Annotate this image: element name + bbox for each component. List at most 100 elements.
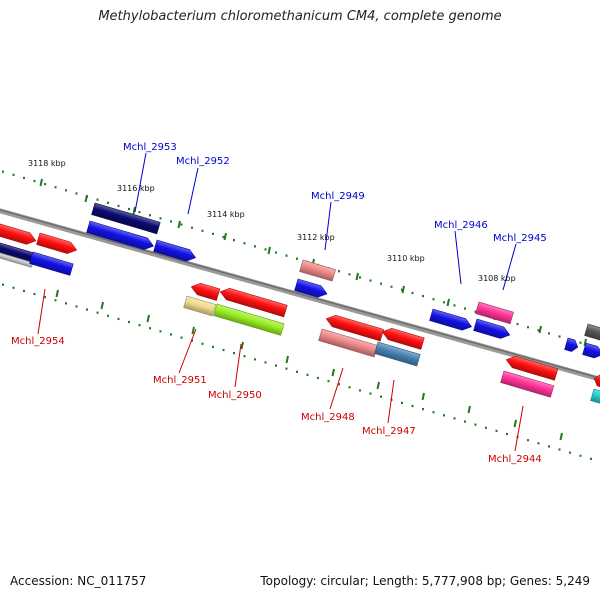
unlabeled-gene [593, 374, 600, 389]
gene-shape [593, 374, 600, 389]
gene-shape [500, 370, 555, 398]
lower-dotted-scale [96, 311, 99, 314]
gene-shape [473, 318, 511, 339]
label-leader-line [234, 343, 242, 388]
gene-mchl-2953 [91, 202, 161, 235]
gene-shape [86, 220, 154, 250]
gene-mchl-2948 [318, 328, 378, 358]
gene-label: Mchl_2948 [301, 412, 355, 423]
upper-dotted-scale [527, 326, 529, 329]
gene-label: Mchl_2950 [208, 390, 262, 401]
gene-label: Mchl_2954 [11, 336, 65, 347]
upper-dotted-scale [75, 192, 78, 195]
upper-dotted-scale [107, 201, 109, 204]
gene-mchl-2950 [213, 303, 285, 336]
upper-dotted-scale [369, 279, 372, 282]
gene-shape [36, 232, 78, 254]
unlabeled-gene [190, 282, 221, 301]
upper-dotted-scale [474, 310, 477, 313]
lower-dotted-scale [579, 454, 582, 457]
upper-dotted-scale [275, 251, 277, 254]
gene-mchl-2951 [183, 295, 217, 317]
upper-dotted-scale [54, 186, 57, 189]
upper-dotted-scale [44, 183, 46, 186]
gene-shape [318, 328, 378, 358]
lower-dotted-scale [180, 336, 183, 339]
major-tick [467, 405, 471, 414]
upper-dotted-scale [464, 307, 466, 310]
coordinate-label: 3114 kbp [207, 210, 245, 219]
lower-dotted-scale [422, 408, 424, 411]
upper-dotted-scale [579, 341, 582, 344]
upper-dotted-scale [159, 217, 162, 220]
gene-mchl-2952-a [86, 220, 154, 250]
lower-dotted-scale [464, 420, 466, 423]
major-tick [267, 246, 271, 255]
gene-shape [29, 251, 74, 276]
major-tick [285, 355, 289, 364]
unlabeled-gene [36, 232, 78, 254]
lower-dotted-scale [2, 283, 4, 286]
upper-dotted-scale [411, 291, 414, 295]
major-tick [39, 178, 43, 187]
gene-shape [0, 246, 34, 268]
major-tick [421, 392, 425, 401]
unlabeled-gene [564, 337, 579, 352]
gene-mchl-2946 [429, 308, 473, 331]
coordinate-label: 3116 kbp [117, 184, 155, 193]
lower-dotted-scale [401, 401, 403, 404]
lower-dotted-scale [296, 370, 298, 373]
gene-shape [582, 342, 600, 359]
lower-dotted-scale [33, 292, 36, 296]
lower-dotted-scale [12, 286, 15, 289]
gene-shape [325, 314, 384, 342]
lower-dotted-scale [380, 395, 382, 398]
major-tick [355, 272, 359, 281]
gene-label: Mchl_2945 [493, 233, 547, 244]
genome-backbone-edge [0, 209, 600, 379]
gene-mchl-2945 [475, 301, 514, 325]
accession-text: Accession: NC_011757 [10, 574, 147, 588]
major-tick [100, 301, 104, 310]
major-tick [331, 368, 335, 377]
gene-shape [381, 327, 425, 350]
major-tick [513, 419, 517, 428]
label-leader-line [387, 379, 395, 424]
upper-dotted-scale [180, 223, 183, 226]
gene-shape [299, 259, 336, 282]
upper-dotted-scale [401, 288, 403, 291]
label-leader-line [324, 201, 332, 251]
label-leader-line [514, 405, 524, 452]
coordinate-label: 3110 kbp [387, 254, 425, 263]
lower-dotted-scale [306, 373, 309, 376]
upper-dotted-scale [548, 332, 550, 335]
unlabeled-gene [0, 217, 37, 245]
gene-shape [213, 303, 285, 336]
lower-dotted-scale [138, 324, 141, 327]
gene-shape [374, 341, 421, 367]
gene-label: Mchl_2947 [362, 426, 416, 437]
major-tick [132, 206, 136, 215]
gene-label: Mchl_2944 [488, 454, 542, 465]
upper-dotted-scale [390, 285, 393, 288]
lower-dotted-scale [527, 439, 529, 442]
major-tick [538, 325, 542, 334]
lower-dotted-scale [569, 451, 571, 454]
upper-dotted-scale [201, 229, 204, 232]
lower-dotted-scale [474, 423, 477, 426]
lower-dotted-scale [54, 299, 57, 302]
unlabeled-gene [381, 327, 425, 350]
lower-dotted-scale [338, 383, 340, 386]
unlabeled-gene [505, 355, 559, 381]
upper-dotted-scale [537, 329, 540, 332]
gene-shape [219, 287, 288, 318]
upper-dotted-scale [432, 298, 435, 301]
lower-dotted-scale [159, 330, 162, 333]
lower-dotted-scale [485, 426, 487, 429]
label-leader-line [187, 167, 199, 215]
lower-dotted-scale [548, 445, 550, 448]
gene-shape [91, 202, 161, 235]
lower-dotted-scale [369, 392, 372, 395]
lower-dotted-scale [453, 417, 456, 420]
lower-dotted-scale [254, 358, 256, 361]
